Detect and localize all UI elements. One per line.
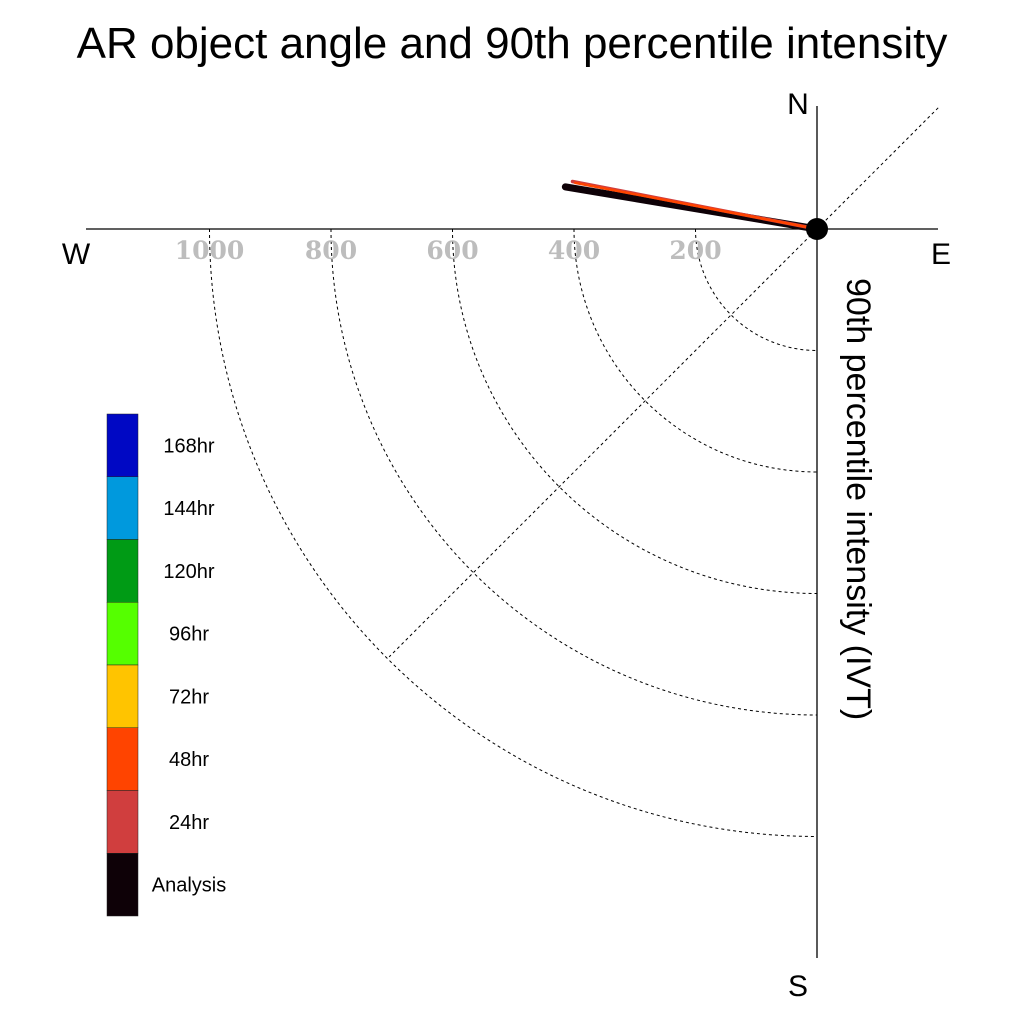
tick-label-800: 800 (305, 236, 357, 265)
origin-marker (806, 218, 828, 240)
grid-ring-400 (573, 228, 818, 473)
legend-swatch-144hr (106, 476, 139, 540)
radial-tick-labels: 200 400 600 800 1000 (175, 236, 722, 265)
compass-west: W (62, 238, 91, 271)
tick-label-1000: 1000 (175, 236, 245, 265)
legend-label-96hr: 96hr (169, 624, 209, 646)
legend-label-24hr: 24hr (169, 812, 209, 834)
grid-ring-600 (452, 228, 818, 594)
polar-grid (209, 107, 939, 837)
chart-title: AR object angle and 90th percentile inte… (77, 19, 948, 68)
legend-swatch-48hr (106, 727, 139, 791)
compass-east: E (931, 238, 951, 271)
tick-label-400: 400 (548, 236, 600, 265)
legend-label-168hr: 168hr (163, 435, 214, 457)
legend-label-144hr: 144hr (163, 498, 214, 520)
legend-swatch-168hr (106, 413, 139, 477)
grid-ring-1000 (209, 228, 818, 837)
legend-swatch-analysis (106, 853, 139, 917)
legend-swatch-24hr (106, 790, 139, 854)
legend-swatch-120hr (106, 539, 139, 603)
tick-label-600: 600 (426, 236, 478, 265)
compass-north: N (787, 88, 809, 121)
series-lines (561, 179, 821, 233)
legend-label-analysis: Analysis (152, 875, 226, 897)
legend: 168hr 144hr 120hr 96hr 72hr 48hr 24hr Analysis (106, 413, 226, 917)
radial-axis-label: 90th percentile intensity (IVT) (839, 278, 877, 720)
grid-ring-200 (695, 228, 818, 351)
legend-label-72hr: 72hr (169, 686, 209, 708)
legend-swatch-72hr (106, 664, 139, 728)
series-line-48hr (574, 181, 819, 231)
legend-swatch-96hr (106, 602, 139, 666)
compass-south: S (788, 970, 808, 1003)
grid-ring-800 (330, 228, 818, 716)
tick-label-200: 200 (669, 236, 721, 265)
legend-label-120hr: 120hr (163, 561, 214, 583)
legend-label-48hr: 48hr (169, 749, 209, 771)
